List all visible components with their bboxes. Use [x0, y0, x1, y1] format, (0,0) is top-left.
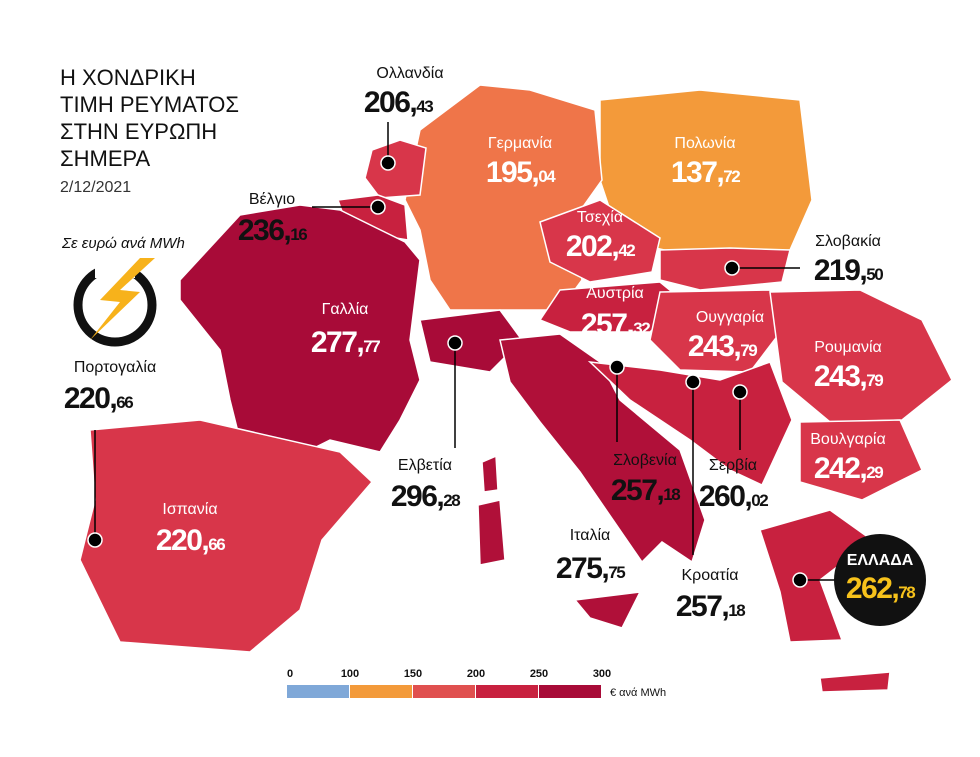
country-dot: [792, 572, 808, 588]
land-france: [179, 204, 421, 461]
country-name: Ισπανία: [162, 501, 217, 518]
price-value: 257,18: [676, 590, 745, 623]
legend-swatch: [287, 685, 349, 698]
country-dot: [87, 532, 103, 548]
price-value: 220,66: [156, 524, 225, 557]
title-line: Η ΧΟΝΔΡΙΚΗ: [60, 65, 196, 90]
land-greece: [759, 509, 874, 643]
legend-tick-label: 100: [341, 668, 359, 680]
leader-lines: [94, 122, 840, 581]
date: 2/12/2021: [60, 179, 131, 196]
country-name: Σλοβενία: [613, 452, 677, 469]
country-name: Κροατία: [681, 567, 738, 584]
price-value: 242,29: [814, 452, 883, 485]
country-name: Ιταλία: [570, 527, 611, 544]
country-dot: [685, 374, 701, 390]
price-value: 296,28: [391, 480, 460, 513]
legend-tick-label: 150: [404, 668, 422, 680]
price-value: 275,75: [556, 552, 625, 585]
land-crete: [819, 671, 891, 693]
legend-unit: € ανά MWh: [610, 687, 666, 699]
price-value: 206,43: [364, 86, 433, 119]
greece-badge: [834, 534, 926, 626]
land-austria: [538, 281, 684, 333]
country-dot: [380, 155, 396, 171]
country-dot: [732, 384, 748, 400]
country-name: Ουγγαρία: [696, 309, 764, 326]
country-name: Πορτογαλία: [74, 359, 156, 376]
price-value: 260,02: [699, 480, 768, 513]
title-line: ΤΙΜΗ ΡΕΥΜΑΤΟΣ: [60, 92, 239, 117]
country-name: Σερβία: [709, 457, 757, 474]
legend-tick-label: 200: [467, 668, 485, 680]
country-name: Τσεχία: [577, 209, 623, 226]
legend: 0 100 150 200 250 300 € ανά MWh: [287, 668, 666, 699]
country-name: Ελβετία: [398, 457, 452, 474]
price-value: 257,32: [581, 308, 650, 341]
country-dot: [370, 199, 386, 215]
country-name: Αυστρία: [586, 285, 644, 302]
land-corsica: [481, 454, 499, 493]
price-value: 219,50: [814, 254, 883, 287]
land-bulgaria: [799, 419, 923, 501]
price-value: 277,77: [311, 326, 380, 359]
price-value: 257,18: [611, 474, 680, 507]
land-germany: [404, 84, 603, 311]
legend-swatch: [413, 685, 475, 698]
title-block: Η ΧΟΝΔΡΙΚΗ ΤΙΜΗ ΡΕΥΜΑΤΟΣ ΣΤΗΝ ΕΥΡΩΠΗ ΣΗΜ…: [60, 65, 239, 252]
country-labels: Ολλανδία 206,43 Γερμανία 195,04 Πολωνία 137,7…: [64, 65, 917, 623]
legend-tick-label: 0: [287, 668, 293, 680]
price-value: 262,78: [846, 572, 915, 605]
title-line: ΣΗΜΕΡΑ: [60, 146, 151, 171]
legend-swatch: [476, 685, 538, 698]
power-icon: [73, 258, 157, 347]
land-romania: [769, 289, 953, 423]
legend-swatch: [350, 685, 412, 698]
legend-tick-label: 300: [593, 668, 611, 680]
land-czech: [539, 199, 661, 283]
country-name: Βουλγαρία: [810, 431, 885, 448]
country-name: Γαλλία: [322, 301, 369, 318]
price-value: 195,04: [486, 156, 556, 189]
country-dot: [447, 335, 463, 351]
country-name: Ρουμανία: [814, 339, 882, 356]
price-value: 243,79: [814, 360, 883, 393]
country-dot: [724, 260, 740, 276]
country-dot: [609, 359, 625, 375]
price-value: 220,66: [64, 382, 133, 415]
land-iberia: [79, 419, 374, 653]
country-name: Πολωνία: [674, 135, 735, 152]
unit-note: Σε ευρώ ανά MWh: [61, 235, 185, 252]
title-line: ΣΤΗΝ ΕΥΡΩΠΗ: [60, 119, 217, 144]
legend-swatch: [539, 685, 601, 698]
legend-tick-label: 250: [530, 668, 548, 680]
map-shapes: [79, 84, 953, 693]
price-value: 137,72: [671, 156, 740, 189]
country-name: Ολλανδία: [376, 65, 443, 82]
country-name: ΕΛΛΑΔΑ: [847, 552, 914, 569]
price-value: 243,79: [688, 330, 757, 363]
land-italy: [499, 333, 706, 564]
country-name: Βέλγιο: [249, 191, 295, 208]
price-value: 202,42: [566, 230, 635, 263]
land-sardinia: [477, 499, 506, 566]
country-name: Γερμανία: [488, 135, 552, 152]
land-sicily: [573, 591, 642, 629]
land-netherlands: [364, 139, 427, 199]
price-value: 236,16: [238, 214, 307, 247]
country-name: Σλοβακία: [815, 233, 881, 250]
